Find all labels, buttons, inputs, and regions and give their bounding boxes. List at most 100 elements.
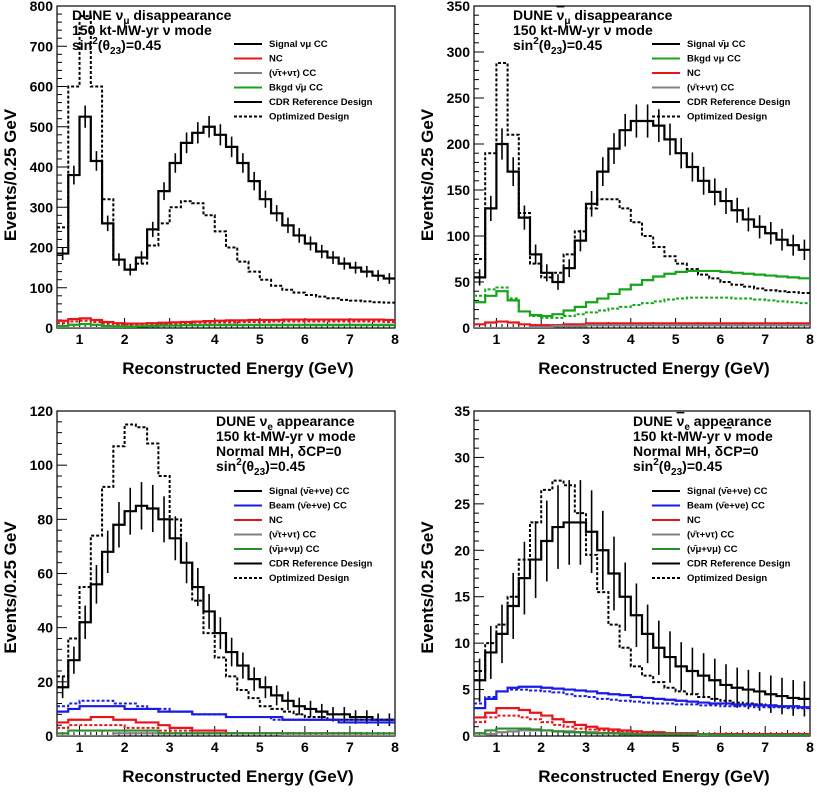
legend-label: NC	[269, 54, 283, 65]
title-text: Normal MH, δ	[216, 443, 306, 459]
y-tick-label: 60	[37, 566, 53, 582]
y-tick-label: 100	[447, 228, 471, 244]
legend-label: Signal (ν̄e+νe) CC	[687, 486, 768, 497]
series-4-line	[57, 319, 395, 326]
legend-label: Signal ν̄μ CC	[687, 39, 746, 50]
chart-title-line: 150 kt-MW-yr ν mode	[513, 22, 653, 38]
title-text: 150 kt-MW-yr	[72, 22, 163, 38]
title-text: mode	[732, 428, 773, 444]
title-text: DUNE	[72, 7, 116, 23]
y-tick-label: 350	[447, 0, 471, 14]
legend-label: Signal νμ CC	[269, 39, 328, 50]
y-tick-label: 150	[447, 182, 471, 198]
legend-label: (ν̄μ+νμ) CC	[269, 544, 320, 555]
legend-label: NC	[687, 68, 701, 79]
x-tick-label: 8	[806, 331, 814, 347]
title-text: appearance	[273, 413, 355, 429]
chart-panel-2: 1 2 3 4 5 6 7 8050100150200250300350Reconstruct…	[418, 0, 814, 378]
x-tick-label: 2	[121, 331, 129, 347]
title-subscript: μ	[123, 16, 129, 27]
series-4-line	[474, 286, 810, 319]
x-tick-label: 8	[806, 739, 814, 755]
chart-title-line: DUNE νμ disappearance	[513, 7, 673, 27]
y-tick-label: 25	[454, 496, 470, 512]
x-tick-label: 3	[582, 739, 590, 755]
title-text: (θ	[98, 37, 110, 53]
series-6-line	[474, 324, 810, 328]
series-4-line	[57, 699, 395, 721]
y-tick-label: 15	[454, 589, 470, 605]
chart-title-line: Normal MH, δCP=0	[216, 443, 342, 459]
title-subscript: 23	[551, 46, 563, 57]
x-tick-label: 7	[761, 739, 769, 755]
y-tick-label: 200	[30, 240, 54, 256]
x-tick-label: 6	[717, 331, 725, 347]
title-text: disappearance	[129, 7, 231, 23]
series-1-line	[57, 504, 395, 721]
y-tick-label: 200	[447, 136, 471, 152]
x-tick-label: 4	[211, 739, 219, 755]
y-tick-label: 5	[462, 682, 470, 698]
title-text: 150 kt-MW-yr	[513, 22, 604, 38]
y-tick-label: 10	[454, 635, 470, 651]
plot-area	[474, 479, 810, 736]
legend-label: Optimized Design	[687, 573, 767, 584]
plot-area	[57, 423, 395, 736]
y-tick-label: 100	[30, 457, 54, 473]
title-greek: CP	[723, 443, 742, 459]
title-superscript: 2	[653, 457, 659, 468]
y-tick-label: 120	[30, 403, 54, 419]
x-tick-label: 2	[121, 739, 129, 755]
x-tick-label: 4	[627, 739, 635, 755]
title-text: (θ	[539, 37, 551, 53]
x-tick-label: 4	[627, 331, 635, 347]
title-greek: ν	[604, 22, 612, 38]
legend-label: Beam (ν̄e+νe) CC	[687, 501, 765, 512]
plot-area	[474, 62, 810, 328]
y-tick-label: 80	[37, 511, 53, 527]
legend-label: Signal (ν̄e+νe) CC	[269, 486, 350, 497]
x-tick-label: 1	[493, 739, 501, 755]
title-superscript: 2	[533, 36, 539, 47]
chart-title-line: DUNE νe appearance	[216, 413, 355, 433]
x-tick-label: 3	[166, 739, 174, 755]
x-tick-label: 2	[537, 739, 545, 755]
x-tick-label: 6	[301, 739, 309, 755]
chart-title-line: Normal MH, δCP=0	[633, 443, 759, 459]
title-text: mode	[612, 22, 653, 38]
legend-label: (ν̄τ+ντ) CC	[687, 530, 734, 541]
title-greek: ν	[724, 428, 732, 444]
title-text: appearance	[690, 413, 772, 429]
y-tick-label: 300	[30, 199, 54, 215]
x-tick-label: 8	[391, 331, 399, 347]
y-tick-label: 800	[30, 0, 54, 14]
chart-title-line: sin2(θ23)=0.45	[513, 36, 602, 57]
x-tick-label: 5	[672, 331, 680, 347]
x-tick-label: 1	[76, 331, 84, 347]
legend-label: Optimized Design	[687, 112, 767, 123]
title-subscript: 23	[671, 467, 683, 478]
y-tick-label: 20	[454, 542, 470, 558]
series-4-line	[474, 688, 810, 710]
title-text: sin	[633, 458, 653, 474]
legend-label: CDR Reference Design	[269, 97, 373, 108]
x-tick-label: 7	[346, 739, 354, 755]
x-tick-label: 8	[391, 739, 399, 755]
legend-label: NC	[687, 515, 701, 526]
x-tick-label: 6	[717, 739, 725, 755]
title-text: )=0.45	[121, 37, 161, 53]
title-text: sin	[72, 37, 92, 53]
y-tick-label: 50	[454, 274, 470, 290]
y-tick-label: 250	[447, 90, 471, 106]
y-tick-label: 600	[30, 79, 54, 95]
chart-title-line: DUNE νe appearance	[633, 413, 772, 433]
chart-title-line: sin2(θ23)=0.45	[72, 36, 161, 57]
legend-label: CDR Reference Design	[687, 559, 791, 570]
legend-label: CDR Reference Design	[687, 97, 791, 108]
legend-label: Beam (ν̄e+νe) CC	[269, 501, 347, 512]
title-text: 150 kt-MW-yr	[216, 428, 307, 444]
series-6-line	[57, 322, 395, 328]
chart-title-line: 150 kt-MW-yr ν mode	[633, 428, 773, 444]
title-text: DUNE	[633, 413, 677, 429]
